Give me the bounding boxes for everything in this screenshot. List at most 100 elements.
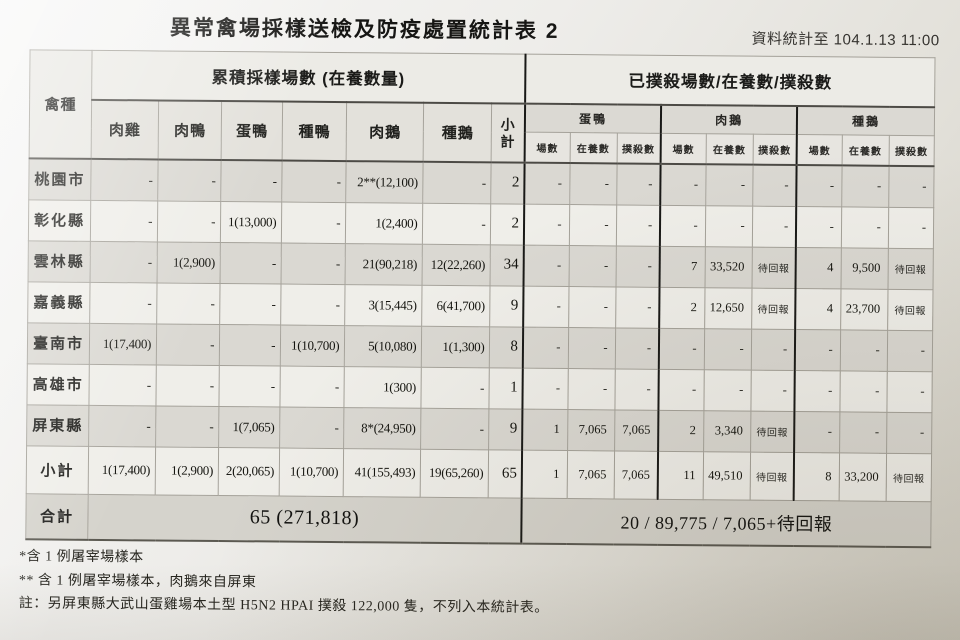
row-subtotal-cell: 9 [490, 285, 524, 327]
culled-stat-cell: - [523, 285, 569, 328]
culled-stat-cell: - [888, 206, 934, 249]
sampled-count-cell: - [88, 404, 157, 447]
sampled-count-cell: - [219, 323, 281, 366]
column-header: 肉鵝 [346, 102, 424, 162]
culled-stat-cell: 33,520 [704, 246, 753, 288]
grand-total-culled: 20 / 89,775 / 7,065+待回報 [521, 497, 932, 548]
culled-stat-cell: - [839, 411, 887, 453]
sub-column-header: 撲殺數 [616, 132, 661, 164]
grand-total-label: 合計 [25, 493, 89, 540]
table-footer: 合計 65 (271,818) 20 / 89,775 / 7,065+待回報 [25, 493, 932, 548]
sampled-count-cell: 41(155,493) [343, 448, 421, 497]
culled-stat-cell: - [615, 245, 660, 287]
sampled-count-cell: - [281, 242, 346, 285]
culled-stat-cell: - [522, 326, 569, 369]
sampled-count-cell: - [281, 201, 347, 244]
sampled-count-cell: 5(10,080) [344, 325, 423, 367]
culled-stat-cell: 7,065 [614, 409, 659, 451]
sampled-count-cell: - [156, 323, 220, 365]
culled-stat-cell: - [703, 328, 752, 370]
sampled-count-cell: 8*(24,950) [343, 407, 422, 449]
culled-stat-cell: - [752, 205, 797, 248]
sampled-count-cell: - [219, 283, 282, 325]
culled-stat-cell: 49,510 [702, 451, 751, 500]
sampled-count-cell: - [220, 242, 282, 284]
row-header-label: 禽種 [29, 49, 93, 159]
sampled-count-cell: - [279, 406, 345, 449]
region-label: 彰化縣 [28, 199, 91, 241]
culled-stat-cell: - [840, 329, 888, 371]
sampled-count-cell: 1(17,400) [89, 322, 157, 365]
sampled-count-cell: - [422, 202, 492, 245]
group-header: 蛋鴨 [524, 103, 662, 134]
culled-stat-cell: - [660, 163, 706, 206]
sampled-count-cell: 12(22,260) [422, 243, 491, 286]
table-row: 小計 1(17,400) 1(2,900) 2(20,065) 1(10,700) 41(… [26, 445, 932, 502]
sub-column-header: 在養數 [841, 134, 890, 166]
column-header: 蛋鴨 [221, 101, 283, 161]
sampled-count-cell: - [89, 363, 157, 406]
culled-stat-cell: - [794, 411, 840, 453]
culled-stat-cell: - [568, 245, 616, 287]
sampled-count-cell: 1(300) [344, 366, 422, 408]
table-header: 禽種 累積採樣場數 (在養數量) 已撲殺場數/在養數/撲殺數 肉雞 肉鴨 蛋鴨 … [29, 49, 936, 167]
culled-stat-cell: 7,065 [613, 450, 659, 499]
row-subtotal-cell: 8 [489, 326, 524, 368]
sampled-count-cell: 2**(12,100) [346, 161, 424, 203]
culled-stat-cell: - [614, 327, 660, 369]
culled-stat-cell: - [796, 165, 842, 207]
column-header: 種鵝 [423, 102, 493, 163]
sampled-count-cell: 19(65,260) [420, 448, 490, 498]
culled-stat-cell: - [888, 165, 935, 208]
sub-column-header: 場數 [524, 132, 570, 164]
culled-stat-cell: 待回報 [887, 247, 934, 290]
sampled-count-cell: 3(15,445) [344, 284, 423, 326]
culled-stat-cell: - [615, 286, 660, 328]
culled-stat-cell: 9,500 [840, 247, 889, 289]
sampled-count-cell: - [157, 200, 221, 243]
culled-stat-cell: - [567, 368, 615, 410]
group-header: 肉鵝 [660, 104, 798, 135]
table-body: 桃園市 - - - -2**(12,100) -2- - - - - - - - - 彰化縣 - -1(13,0… [26, 158, 935, 502]
culled-stat-cell: 待回報 [751, 287, 796, 330]
culled-stat-cell: - [703, 369, 751, 411]
sub-column-header: 場數 [660, 133, 706, 165]
row-subtotal-cell: 9 [489, 408, 523, 450]
culled-stat-cell: 2 [659, 286, 705, 329]
sampled-count-cell: - [281, 160, 347, 203]
sampled-count-cell: - [157, 159, 222, 202]
culled-stat-cell: 4 [795, 247, 842, 289]
right-section-header: 已撲殺場數/在養數/撲殺數 [525, 54, 936, 108]
culled-stat-cell: 待回報 [751, 246, 797, 289]
sampled-count-cell: - [156, 282, 221, 324]
region-label: 屏東縣 [26, 404, 90, 446]
culled-stat-cell: 待回報 [887, 288, 933, 331]
culled-stat-cell: 33,200 [838, 452, 887, 501]
culled-stat-cell: - [704, 205, 753, 247]
culled-stat-cell: 4 [795, 288, 841, 330]
region-label: 雲林縣 [28, 240, 91, 282]
group-header: 種鵝 [797, 106, 935, 136]
grand-total-row: 合計 65 (271,818) 20 / 89,775 / 7,065+待回報 [25, 493, 932, 548]
row-subtotal-cell: 2 [491, 162, 525, 204]
row-subtotal-cell: 2 [490, 203, 525, 245]
sampled-count-cell: - [155, 405, 220, 447]
sampled-count-cell: - [156, 364, 220, 406]
culled-stat-cell: - [705, 164, 753, 206]
culled-stat-cell: - [568, 286, 616, 328]
row-subtotal-cell: 1 [489, 367, 523, 409]
region-label: 高雄市 [26, 363, 90, 405]
region-label: 小計 [26, 445, 89, 494]
column-header: 肉鴨 [158, 100, 222, 161]
sub-column-header: 在養數 [705, 133, 754, 165]
culled-stat-cell: - [523, 203, 570, 246]
culled-stat-cell: - [839, 370, 888, 412]
footnotes: *含 1 例屠宰場樣本 ** 含 1 例屠宰場樣本，肉鵝來自屏東 註：另屏東縣大… [19, 545, 900, 623]
culled-stat-cell: - [569, 163, 617, 205]
row-subtotal-cell: 34 [490, 244, 524, 286]
sampled-count-cell: 21(90,218) [345, 243, 423, 285]
data-timestamp: 資料統計至 104.1.13 11:00 [751, 30, 940, 50]
culled-stat-cell: - [796, 206, 842, 248]
